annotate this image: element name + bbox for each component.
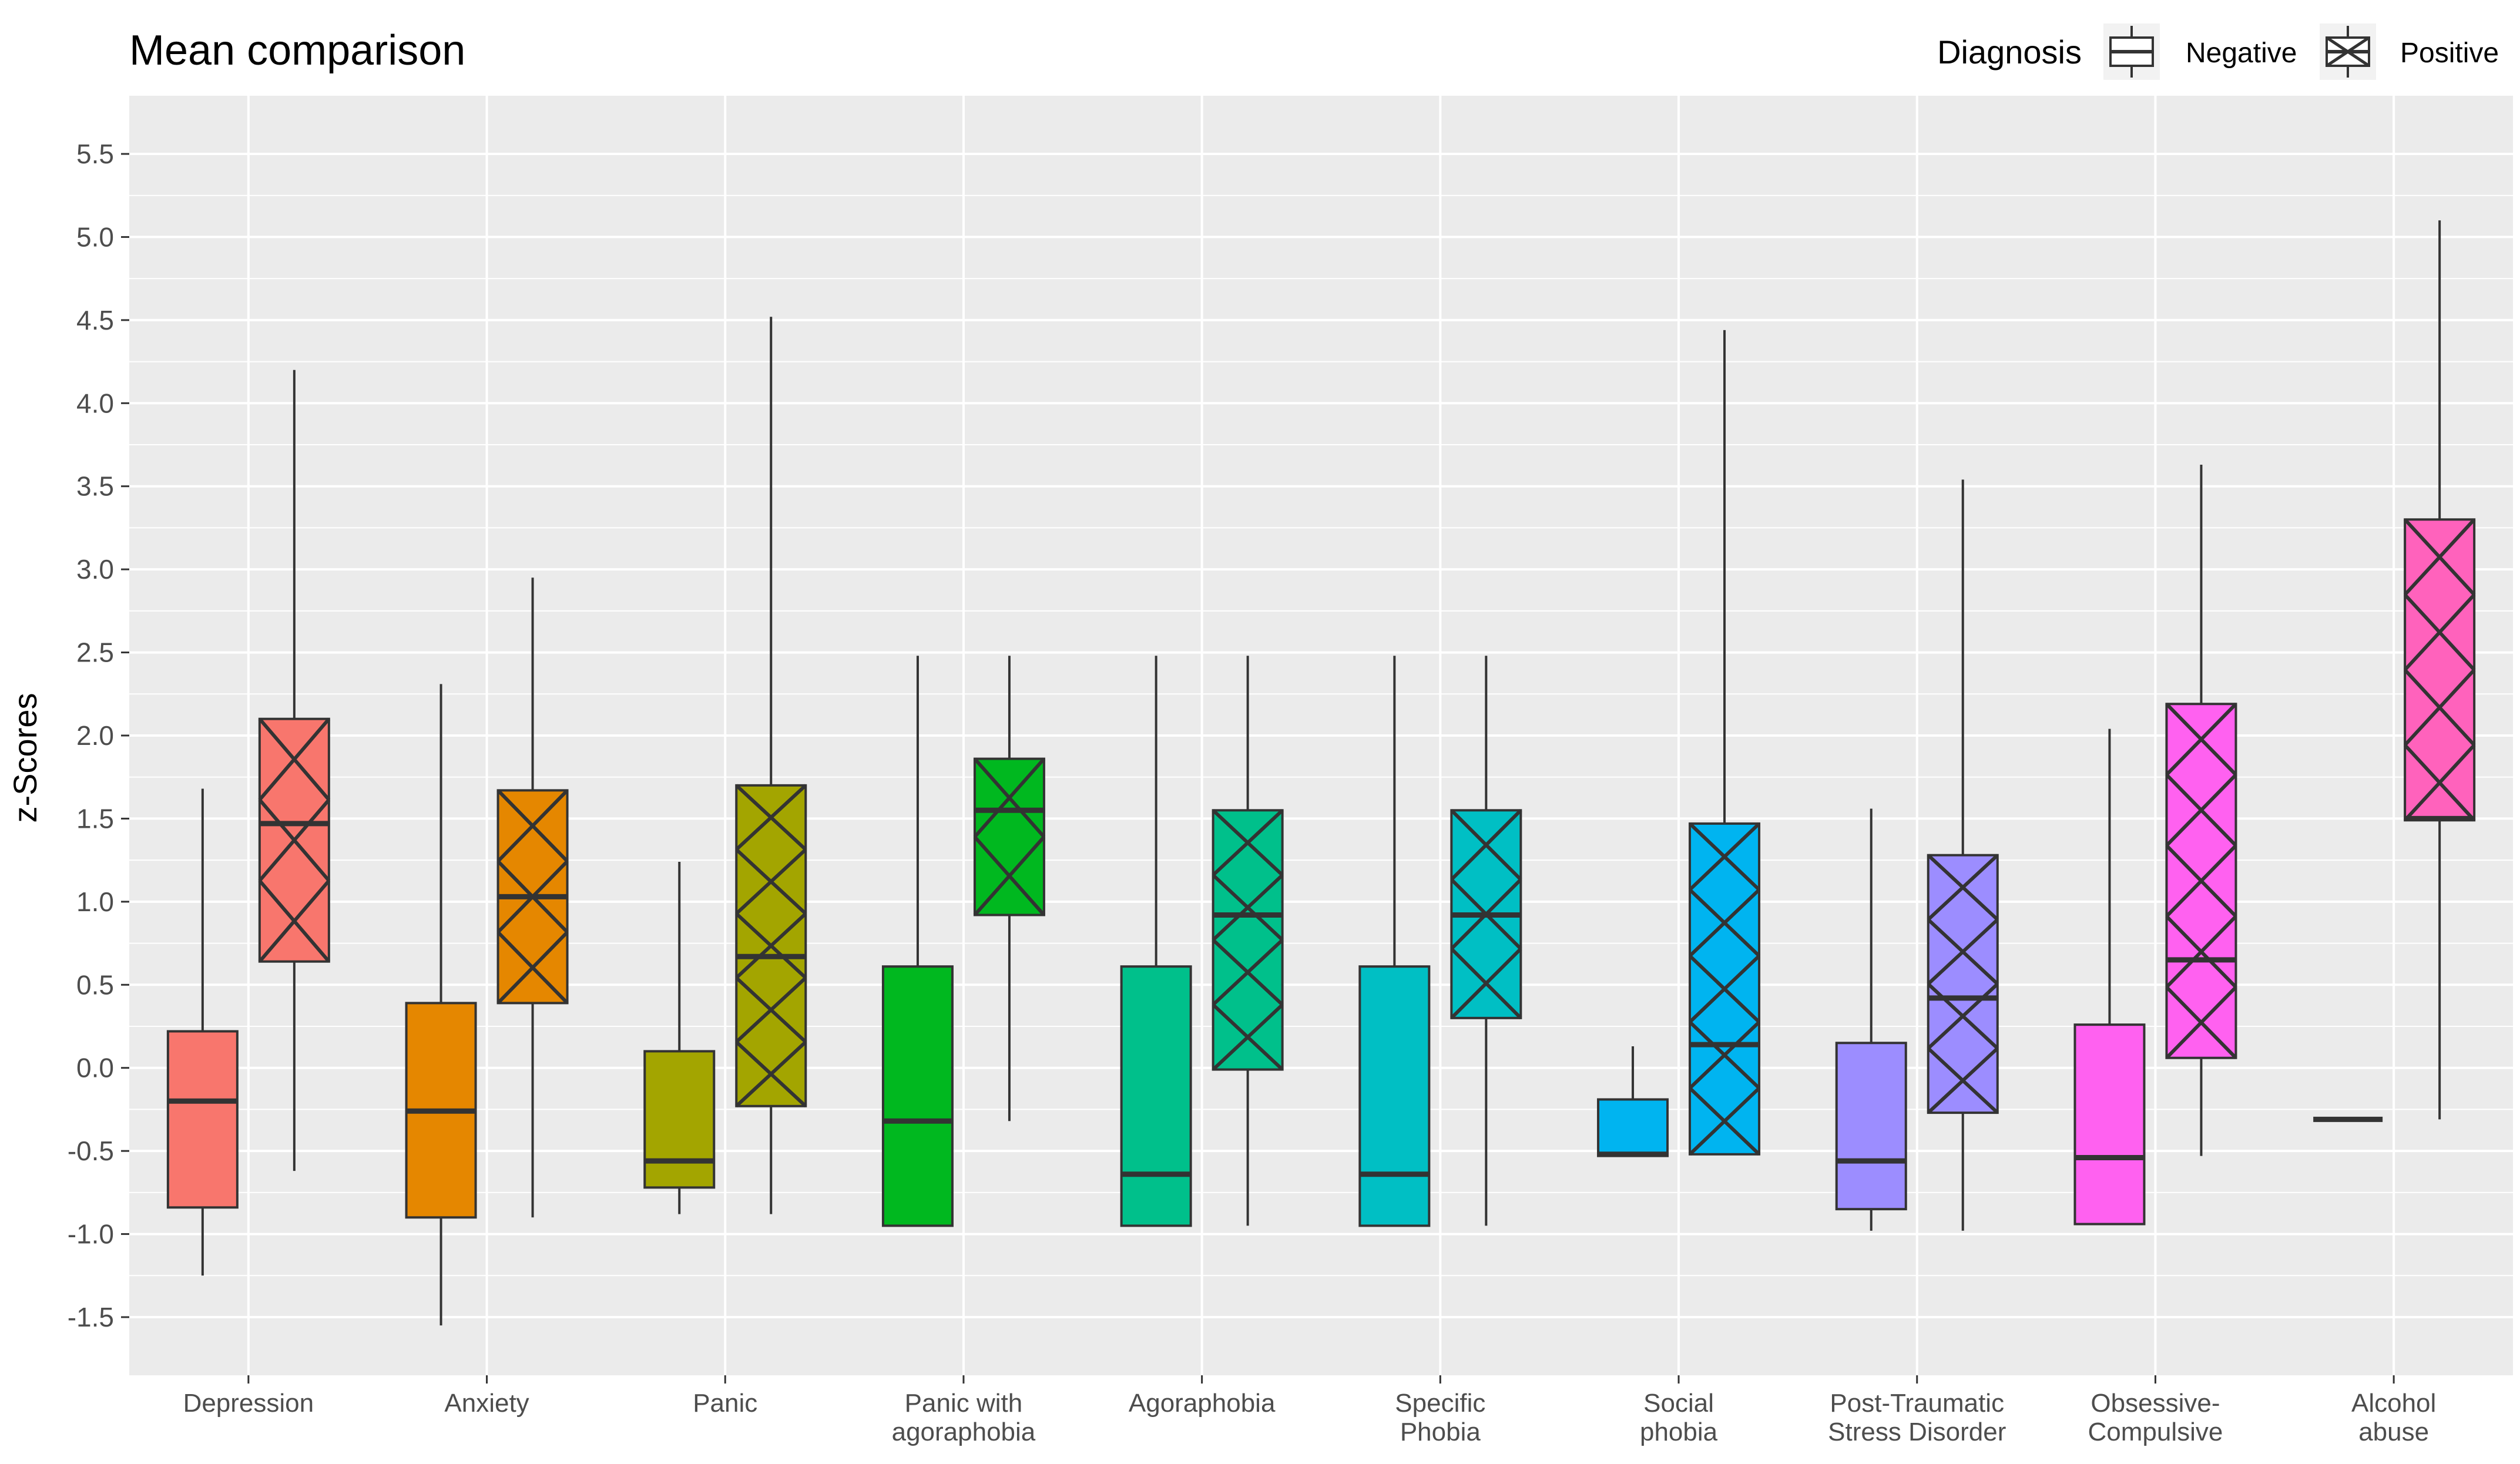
box-crosshatch <box>1688 822 1761 1156</box>
box-negative <box>1597 1046 1669 1157</box>
legend-label-positive: Positive <box>2400 38 2499 69</box>
x-tick-label: Anxiety <box>444 1389 529 1418</box>
x-tick-label: phobia <box>1640 1418 1718 1446</box>
box-body <box>1358 965 1431 1227</box>
box-body <box>881 965 954 1227</box>
y-tick-label: -1.5 <box>68 1302 114 1332</box>
x-tick-label: Post-Traumatic <box>1830 1389 2004 1418</box>
box-positive <box>2165 464 2237 1156</box>
y-axis: -1.5 -1.0 -0.5 0.0 0.5 1.0 1.5 2.0 2.5 3.0 3.5 4.0 4… <box>68 139 129 1332</box>
box-positive <box>1212 656 1284 1226</box>
x-tick-label: agoraphobia <box>892 1418 1036 1446</box>
box-body <box>973 757 1045 916</box>
legend-title: Diagnosis <box>1937 33 2082 70</box>
y-tick-label: -0.5 <box>68 1136 114 1166</box>
y-tick-label: 4.0 <box>76 388 114 418</box>
x-tick-label: Depression <box>183 1389 314 1418</box>
box-positive <box>496 577 569 1218</box>
box-body <box>643 1050 716 1189</box>
box-body <box>2073 1023 2146 1225</box>
box-negative <box>405 684 477 1326</box>
x-tick-label: Alcohol <box>2351 1389 2436 1418</box>
box-negative <box>166 788 239 1276</box>
x-tick-label: abuse <box>2358 1418 2429 1446</box>
box-body <box>2404 518 2476 822</box>
box-negative <box>881 656 954 1227</box>
box-body <box>1927 854 1999 1114</box>
legend-key-positive <box>2320 23 2376 80</box>
y-tick-label: 1.0 <box>76 887 114 917</box>
box-positive <box>1688 330 1761 1156</box>
x-tick-label: Obsessive- <box>2091 1389 2220 1418</box>
box-negative <box>643 861 716 1214</box>
y-tick-label: 3.0 <box>76 554 114 585</box>
y-tick-label: -1.0 <box>68 1219 114 1250</box>
y-axis-title: z-Scores <box>6 693 43 823</box>
y-tick-label: 5.0 <box>76 221 114 252</box>
y-tick-label: 3.5 <box>76 471 114 502</box>
x-tick-label: Social <box>1643 1389 1714 1418</box>
box-body <box>1835 1042 1907 1211</box>
legend: Diagnosis Negative Positive <box>1937 23 2499 80</box>
box-positive <box>1927 479 1999 1231</box>
box-positive <box>1450 656 1522 1226</box>
box-positive <box>258 370 331 1171</box>
y-tick-label: 4.5 <box>76 305 114 335</box>
y-tick-label: 1.5 <box>76 803 114 834</box>
boxes <box>166 220 2476 1326</box>
box-body <box>1597 1098 1669 1157</box>
box-positive <box>2403 220 2476 1120</box>
x-tick-label: Phobia <box>1400 1418 1481 1446</box>
legend-key-negative <box>2103 23 2160 80</box>
x-tick-label: Compulsive <box>2088 1418 2223 1446</box>
box-crosshatch <box>1927 854 1999 1114</box>
y-tick-label: 5.5 <box>76 139 114 169</box>
x-tick-label: Stress Disorder <box>1828 1418 2006 1446</box>
legend-label-negative: Negative <box>2186 38 2297 69</box>
box-crosshatch <box>1212 809 1284 1071</box>
box-crosshatch <box>2165 703 2237 1059</box>
box-crosshatch <box>973 757 1046 916</box>
box-negative <box>2073 728 2146 1225</box>
box-positive <box>735 317 807 1214</box>
box-crosshatch <box>735 784 807 1107</box>
y-tick-label: 2.5 <box>76 637 114 668</box>
box-body <box>1212 809 1284 1071</box>
box-body <box>1120 965 1192 1227</box>
x-tick-label: Panic with <box>905 1389 1023 1418</box>
x-tick-label: Panic <box>693 1389 757 1418</box>
y-tick-label: 0.5 <box>76 969 114 1000</box>
chart-title: Mean comparison <box>129 27 465 74</box>
y-tick-label: 2.0 <box>76 720 114 751</box>
box-body <box>166 1030 239 1209</box>
x-tick-label: Agoraphobia <box>1129 1389 1276 1418</box>
box-negative <box>1835 808 1907 1231</box>
y-tick-label: 0.0 <box>76 1053 114 1083</box>
box-positive <box>973 656 1046 1121</box>
x-axis: Depression Anxiety Panic Panic withagorapho… <box>183 1375 2436 1446</box>
x-tick-label: Specific <box>1395 1389 1485 1418</box>
box-negative <box>1358 656 1431 1227</box>
box-negative <box>1120 656 1192 1227</box>
box-crosshatch <box>258 717 331 963</box>
box-crosshatch <box>2403 518 2476 822</box>
